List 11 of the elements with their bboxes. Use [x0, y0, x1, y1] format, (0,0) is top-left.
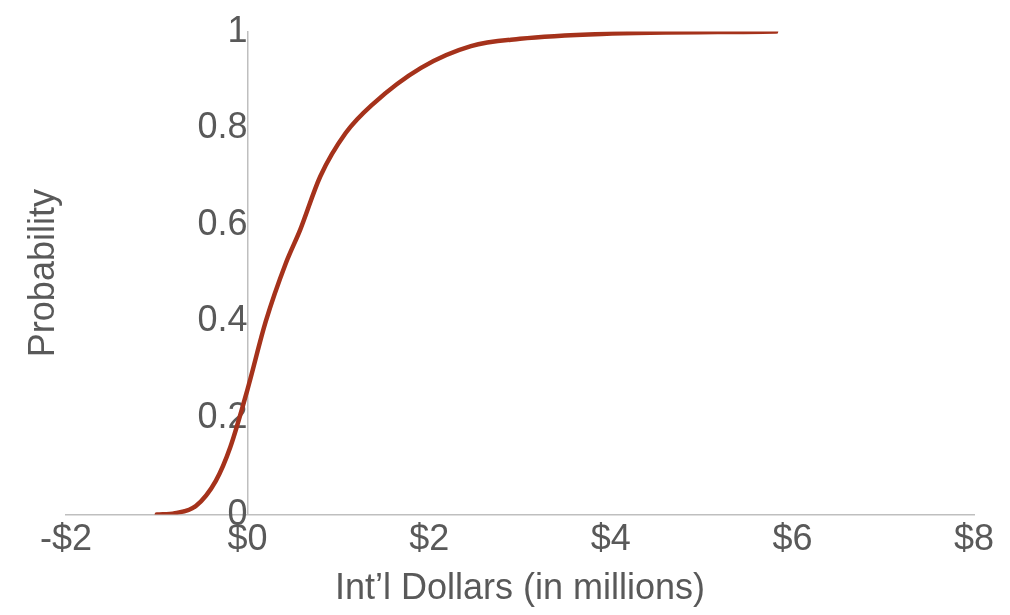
y-axis-title: Probability: [20, 189, 62, 358]
x-tick-label: -$2: [39, 517, 93, 559]
x-tick-label: $2: [409, 517, 450, 559]
y-tick-label: 0.8: [197, 105, 248, 147]
x-tick-label: $6: [772, 517, 813, 559]
x-axis-title: Int’l Dollars (in millions): [334, 566, 706, 608]
y-tick-label: 0.4: [197, 298, 248, 340]
x-tick-label: $4: [590, 517, 631, 559]
y-tick-label: 1: [227, 8, 248, 50]
x-tick-label: $8: [953, 517, 995, 559]
y-tick-label: 0.6: [197, 201, 248, 243]
